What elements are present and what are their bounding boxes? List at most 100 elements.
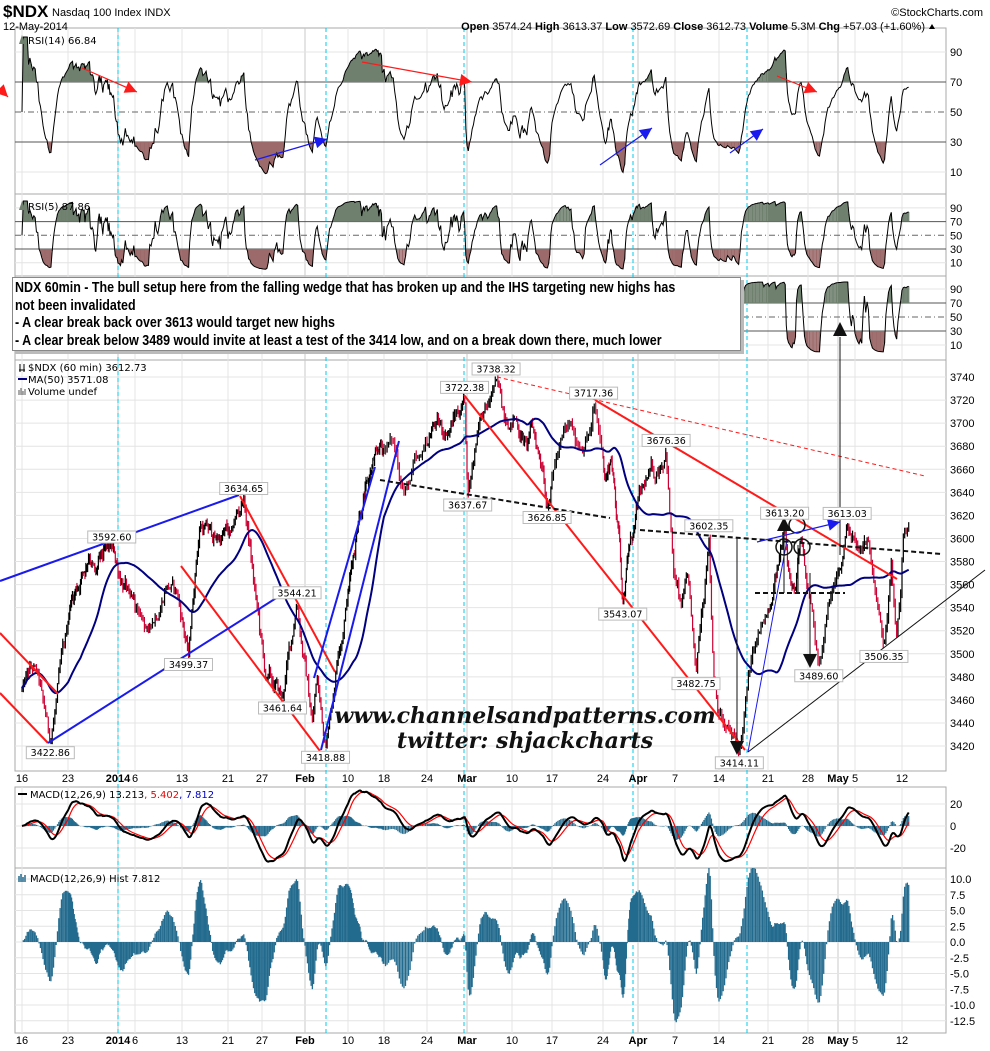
x-axis-label: 23 — [62, 773, 74, 785]
pivot-label-box — [471, 362, 521, 376]
x-axis-label: 10 — [506, 1035, 518, 1047]
pivot-label: 3592.60 — [92, 532, 131, 543]
pivot-label: 3722.38 — [445, 383, 484, 394]
pivot-label-box — [163, 657, 213, 671]
pivot-label: 3637.67 — [448, 501, 487, 512]
x-axis-label: 10 — [506, 773, 518, 785]
price-axis-label: 3740 — [950, 372, 974, 384]
arrow-down-icon — [730, 741, 744, 755]
rsi-axis-label: 90 — [950, 284, 962, 296]
pivot-label: 3461.64 — [263, 703, 302, 714]
pivot-label-box — [272, 586, 322, 600]
macd-axis-label: -20 — [950, 843, 966, 855]
pivot-label-box — [598, 607, 648, 621]
blue-divergence-arrow-head — [638, 128, 652, 140]
blue-thin-line — [747, 539, 788, 753]
hist-axis-label: 2.5 — [950, 921, 965, 933]
x-axis-label: 21 — [762, 1035, 774, 1047]
chart-date: 12-May-2014 — [3, 21, 68, 33]
x-axis-label: 16 — [16, 773, 28, 785]
x-axis-label: 6 — [132, 1035, 138, 1047]
hist-axis-label: 5.0 — [950, 906, 965, 918]
x-axis-label: 24 — [597, 1035, 609, 1047]
rsi-axis-label: 10 — [950, 340, 962, 352]
hist-legend: MACD(12,26,9) Hist 7.812 — [30, 874, 160, 885]
x-axis-label: 13 — [176, 1035, 188, 1047]
hist-axis-label: 10.0 — [950, 874, 971, 886]
price-axis-label: 3460 — [950, 695, 974, 707]
x-axis-label: Feb — [295, 773, 315, 785]
red-dashed-resistance — [496, 376, 926, 477]
pivot-label-box — [794, 669, 844, 683]
red-wedge-line — [594, 399, 898, 580]
pivot-label: 3489.60 — [799, 671, 838, 682]
x-axis-label: 17 — [546, 773, 558, 785]
x-axis-label: 2014 — [106, 773, 131, 785]
pivot-label: 3602.35 — [689, 521, 728, 532]
red-divergence-arrow — [361, 61, 473, 83]
stat-value: +57.03 (+1.60%) — [843, 21, 925, 33]
ma50-line — [21, 417, 910, 695]
x-axis-label: 24 — [421, 1035, 433, 1047]
macd-legend: MACD(12,26,9) 13.213, 5.402, 7.812 — [30, 790, 214, 801]
blue-divergence-arrow-head — [313, 136, 327, 149]
x-axis-label: 28 — [802, 773, 814, 785]
hist-axis-label: 7.5 — [950, 890, 965, 902]
rsi-axis-label: 30 — [950, 326, 962, 338]
arrow-up-icon — [777, 517, 791, 531]
copyright: ©StockCharts.com — [891, 7, 983, 19]
x-axis-label: 18 — [378, 773, 390, 785]
x-axis-label: May — [827, 1035, 849, 1047]
watermark-twitter: twitter: shjackcharts — [397, 728, 653, 754]
red-divergence-arrow-head — [0, 84, 8, 97]
index-name: Nasdaq 100 Index INDX — [52, 7, 171, 19]
rsi-axis-label: 50 — [950, 230, 962, 242]
price-axis-label: 3420 — [950, 741, 974, 753]
watermark-url: www.channelsandpatterns.com — [334, 703, 715, 729]
price-axis-label: 3520 — [950, 626, 974, 638]
price-axis-label: 3640 — [950, 487, 974, 499]
pivot-label: 3544.21 — [277, 588, 316, 599]
stat-value: 3612.73 — [706, 21, 746, 33]
pivot-label: 3676.36 — [646, 436, 685, 447]
pivot-label-box — [684, 519, 734, 533]
x-axis-label: 21 — [222, 773, 234, 785]
red-divergence-arrow-head — [459, 73, 472, 86]
x-axis-label: 27 — [256, 1035, 268, 1047]
macd-line — [21, 789, 910, 863]
note-line: not been invalidated — [15, 297, 136, 314]
hist-axis-label: -2.5 — [950, 953, 969, 965]
price-axis-label: 3700 — [950, 418, 974, 430]
pivot-label: 3499.37 — [169, 660, 208, 671]
rsi-icon — [19, 201, 25, 210]
price-axis-label: 3600 — [950, 533, 974, 545]
macd-legend-part: , 7.812 — [179, 790, 214, 801]
pivot-label-box — [760, 506, 810, 520]
red-wedge-line — [463, 394, 746, 751]
blue-channel-line — [313, 466, 376, 679]
x-axis-label: 21 — [762, 773, 774, 785]
hist-axis-label: -10.0 — [950, 1000, 975, 1012]
x-axis-label: 28 — [802, 1035, 814, 1047]
pivot-label-box — [569, 386, 619, 400]
x-axis-label: 7 — [672, 773, 678, 785]
x-axis-label: Mar — [457, 1035, 477, 1047]
hist-axis-label: -5.0 — [950, 969, 969, 981]
blue-arrow — [756, 521, 841, 543]
pivot-label-box — [859, 649, 909, 663]
pivot-label-box — [301, 750, 351, 764]
panel-rsi14 — [14, 27, 947, 195]
x-axis-label: 16 — [16, 1035, 28, 1047]
stat-label: Volume — [746, 21, 791, 33]
red-divergence-arrow-head — [803, 81, 817, 94]
x-axis-label: Mar — [457, 773, 477, 785]
pivot-label: 3418.88 — [306, 753, 345, 764]
stat-label: Close — [670, 21, 706, 33]
ma-legend: MA(50) 3571.08 — [28, 375, 109, 386]
stat-value: 5.3M — [791, 21, 815, 33]
blue-channel-line — [320, 440, 400, 751]
note-line: - A clear break back over 3613 would tar… — [15, 315, 335, 331]
price-axis-label: 3480 — [950, 672, 974, 684]
pattern-circle — [775, 538, 793, 556]
